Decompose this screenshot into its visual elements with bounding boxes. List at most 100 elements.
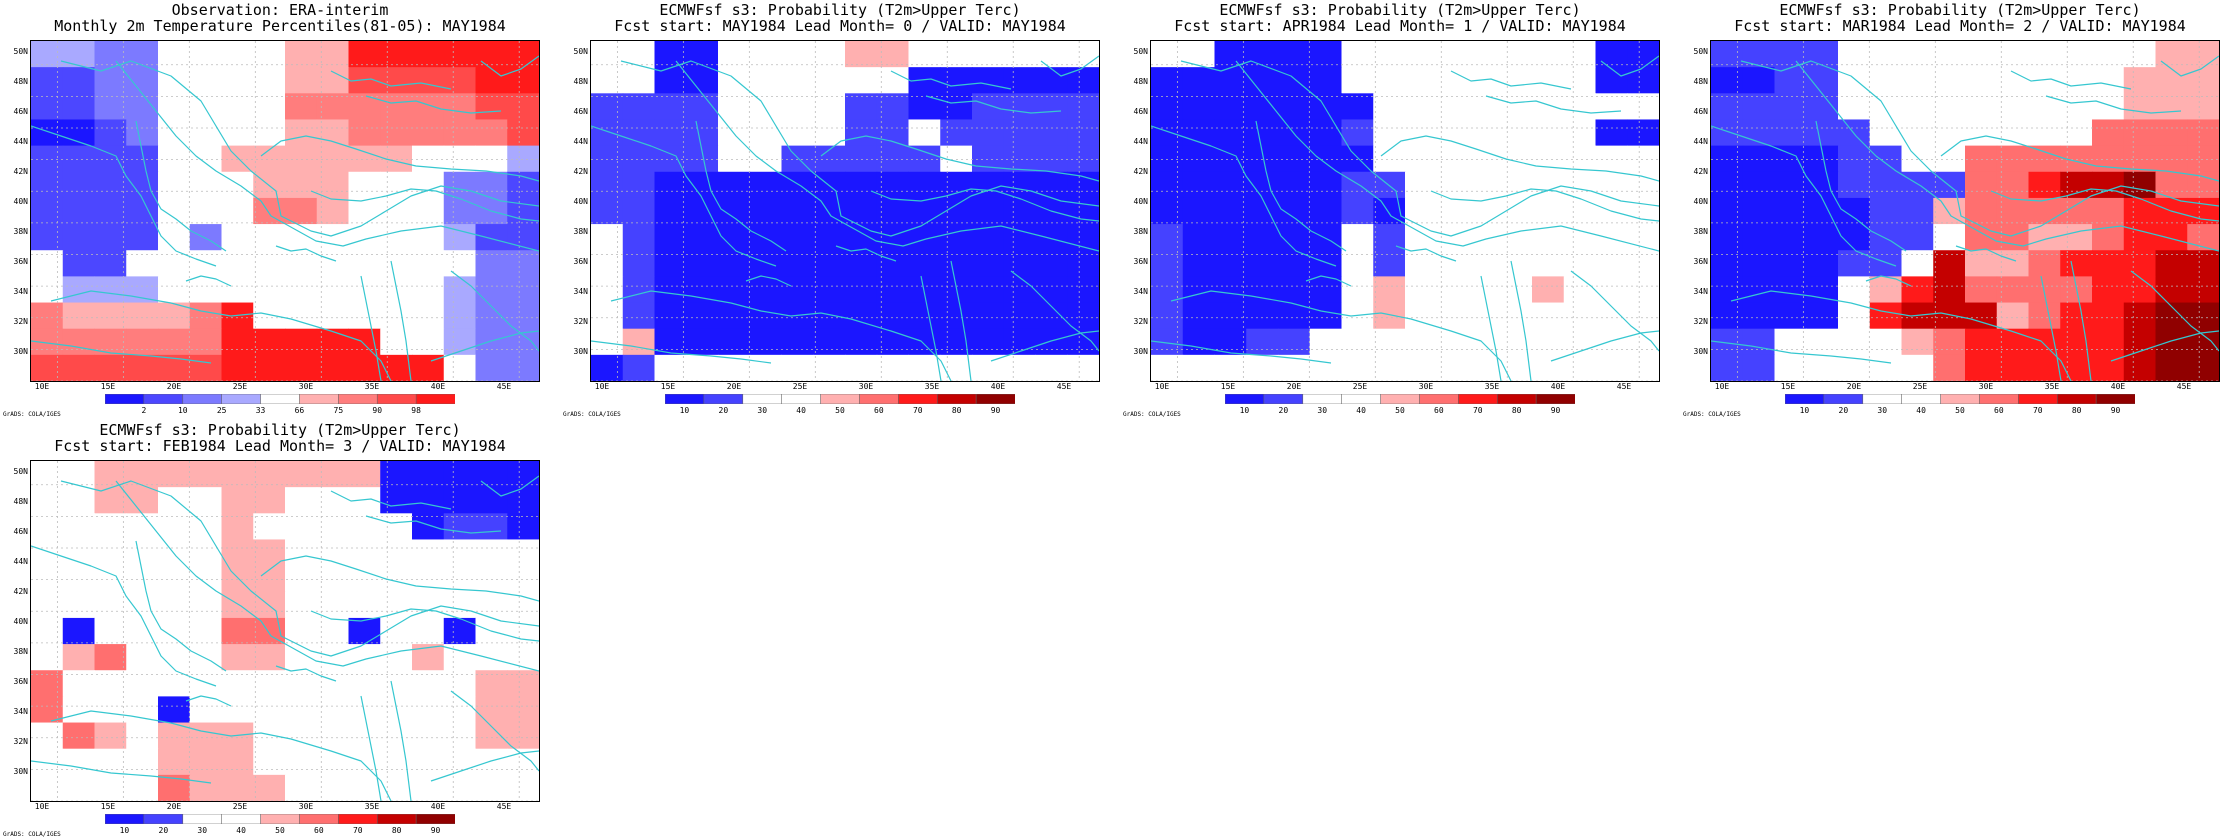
grid-cell bbox=[1309, 119, 1342, 147]
coastline-path bbox=[920, 275, 942, 381]
grid-cell bbox=[348, 722, 381, 750]
colorbar bbox=[1225, 394, 1575, 404]
grid-cell bbox=[348, 171, 381, 199]
grid-cell bbox=[348, 119, 381, 147]
longitude-label: 30E bbox=[858, 382, 874, 391]
colorbar-segment bbox=[1302, 394, 1343, 404]
map-canvas bbox=[1711, 41, 2219, 381]
grid-cell bbox=[316, 171, 349, 199]
grid-cell bbox=[781, 354, 814, 381]
latitude-label: 48N bbox=[1693, 77, 1708, 86]
latitude-label: 40N bbox=[1133, 197, 1148, 206]
grid-cell bbox=[2028, 93, 2061, 120]
grid-cell bbox=[1806, 171, 1839, 199]
colorbar-segment bbox=[1862, 394, 1903, 404]
grid-cell bbox=[62, 774, 95, 801]
colorbar-segment bbox=[182, 814, 223, 824]
coastline-path bbox=[1380, 135, 1659, 182]
grid-cell bbox=[1742, 145, 1775, 173]
grid-cell bbox=[62, 171, 95, 199]
colorbar-segment bbox=[1901, 394, 1942, 404]
grid-cell bbox=[94, 93, 127, 120]
latitude-label: 36N bbox=[13, 257, 28, 266]
grid-cell bbox=[813, 250, 846, 277]
grid-cell bbox=[348, 145, 381, 173]
grid-cell bbox=[253, 354, 286, 381]
grid-cell bbox=[94, 302, 127, 330]
grid-cell bbox=[1309, 276, 1342, 304]
grid-cell bbox=[126, 644, 159, 671]
colorbar-label: 80 bbox=[951, 406, 962, 415]
grid-cell bbox=[1309, 171, 1342, 199]
longitude-label: 40E bbox=[430, 382, 446, 391]
grid-cell bbox=[443, 670, 476, 697]
grid-cell bbox=[813, 276, 846, 304]
grid-cell bbox=[1214, 197, 1247, 225]
grid-cell bbox=[1151, 93, 1184, 120]
longitude-label: 15E bbox=[660, 382, 676, 391]
grid-cell bbox=[654, 354, 687, 381]
grid-cell bbox=[1627, 41, 1659, 68]
grid-cell bbox=[2028, 354, 2061, 381]
grid-cell bbox=[1436, 354, 1469, 381]
grid-cell bbox=[2123, 93, 2156, 120]
grid-cell bbox=[781, 197, 814, 225]
colorbar-segment bbox=[1785, 394, 1825, 404]
grid-cell bbox=[94, 774, 127, 801]
latitude-label: 34N bbox=[573, 287, 588, 296]
colorbar-label: 90 bbox=[1550, 406, 1561, 415]
grid-cell bbox=[412, 41, 445, 68]
grid-cell bbox=[1003, 250, 1036, 277]
grid-cell bbox=[31, 119, 64, 147]
grid-cell bbox=[2092, 93, 2125, 120]
grid-cell bbox=[1035, 276, 1068, 304]
colorbar-label: 20 bbox=[1278, 406, 1289, 415]
longitude-label: 45E bbox=[496, 802, 512, 811]
grid-cell bbox=[348, 513, 381, 540]
grid-cell bbox=[253, 644, 286, 671]
coastline-path bbox=[31, 760, 212, 784]
coastline-path bbox=[1255, 120, 1347, 252]
colorbar bbox=[665, 394, 1015, 404]
coastline-path bbox=[60, 480, 539, 657]
grid-cell bbox=[348, 302, 381, 330]
coastline-path bbox=[365, 95, 502, 114]
grid-cell bbox=[1151, 302, 1184, 330]
grid-cell bbox=[1901, 224, 1934, 251]
grid-cell bbox=[1214, 224, 1247, 251]
coastline-path bbox=[480, 475, 539, 497]
grid-cell bbox=[221, 328, 254, 356]
grid-cell bbox=[2092, 302, 2125, 330]
colorbar-label: 20 bbox=[158, 826, 169, 835]
grid-cell bbox=[845, 224, 878, 251]
coastline-path bbox=[390, 680, 412, 801]
colorbar-label: 75 bbox=[333, 406, 344, 415]
grid-cell bbox=[1595, 119, 1628, 147]
latitude-label: 46N bbox=[1133, 107, 1148, 116]
grid-cell bbox=[62, 93, 95, 120]
grid-cell bbox=[31, 302, 64, 330]
grid-cell bbox=[1901, 67, 1934, 94]
grid-cell bbox=[158, 145, 191, 173]
grid-cell bbox=[2028, 197, 2061, 225]
grid-cell bbox=[876, 41, 909, 68]
grid-cell bbox=[126, 302, 159, 330]
grid-cell bbox=[686, 276, 719, 304]
grid-cell bbox=[1067, 67, 1099, 94]
grid-cell bbox=[686, 119, 719, 147]
longitude-label: 45E bbox=[2176, 382, 2192, 391]
grid-cell bbox=[591, 224, 624, 251]
grid-cell bbox=[1309, 224, 1342, 251]
grid-cell bbox=[1742, 354, 1775, 381]
colorbar bbox=[105, 394, 455, 404]
grid-cell bbox=[845, 145, 878, 173]
grid-cell bbox=[412, 617, 445, 645]
grid-cell bbox=[253, 513, 286, 540]
grid-cell bbox=[718, 171, 751, 199]
grid-cell bbox=[221, 539, 254, 567]
grid-cell bbox=[412, 696, 445, 724]
grid-cell bbox=[908, 119, 941, 147]
grid-cell bbox=[412, 461, 445, 488]
grid-cell bbox=[1965, 119, 1998, 147]
grid-cell bbox=[654, 119, 687, 147]
